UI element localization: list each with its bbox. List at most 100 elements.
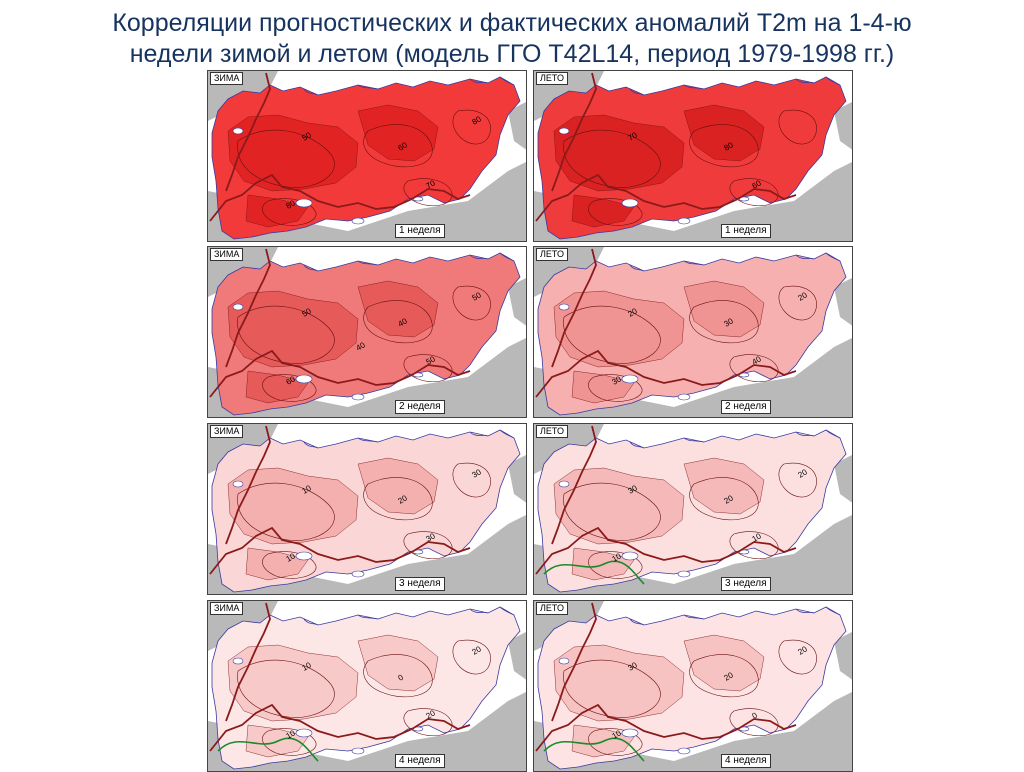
zero-isoline bbox=[543, 560, 645, 585]
coastline bbox=[469, 78, 489, 84]
coastline bbox=[825, 76, 841, 86]
map-panel: 30 20 0 10 20 ЛЕТО 4 неделя bbox=[533, 600, 853, 772]
map-panel: 30 20 10 10 20 ЛЕТО 3 неделя bbox=[533, 423, 853, 595]
state-border bbox=[535, 703, 797, 752]
lake bbox=[558, 657, 570, 665]
zero-isoline bbox=[543, 737, 645, 762]
isoline bbox=[452, 462, 491, 498]
lake bbox=[232, 127, 244, 135]
isoline-label: 0 bbox=[397, 672, 406, 682]
lake bbox=[295, 374, 313, 384]
map-panel: 50 40 50 60 50 40 ЗИМА 2 неделя bbox=[207, 246, 527, 418]
neighbor-land bbox=[508, 455, 526, 503]
neighbor-land bbox=[834, 278, 852, 326]
isoline bbox=[563, 305, 661, 364]
lake bbox=[621, 728, 639, 738]
lake bbox=[621, 374, 639, 384]
lake bbox=[558, 303, 570, 311]
state-border bbox=[535, 526, 797, 575]
map-panel: 70 80 60 ЛЕТО 1 неделя bbox=[533, 70, 853, 242]
high-correlation-zone bbox=[553, 644, 685, 722]
isoline bbox=[729, 531, 779, 559]
isoline bbox=[563, 659, 661, 718]
lake bbox=[351, 217, 365, 225]
coastline bbox=[683, 614, 705, 620]
isoline-label: 0 bbox=[751, 710, 760, 720]
season-label: ЛЕТО bbox=[536, 72, 569, 85]
map-panel: 10 20 30 10 30 ЗИМА 3 неделя bbox=[207, 423, 527, 595]
high-correlation-zone bbox=[683, 457, 765, 515]
state-border bbox=[551, 72, 597, 192]
lake bbox=[677, 393, 691, 401]
coastline bbox=[499, 76, 515, 86]
season-label: ЛЕТО bbox=[536, 248, 569, 261]
coastline bbox=[629, 88, 645, 96]
state-border bbox=[535, 349, 797, 398]
high-correlation-zone bbox=[357, 457, 439, 515]
lake bbox=[621, 198, 639, 208]
isoline bbox=[778, 639, 817, 675]
isoline bbox=[452, 639, 491, 675]
high-correlation-zone bbox=[227, 644, 359, 722]
neighbor-land bbox=[834, 455, 852, 503]
coastline bbox=[795, 254, 815, 260]
lake bbox=[232, 480, 244, 488]
isoline bbox=[403, 531, 453, 559]
isoline bbox=[237, 305, 335, 364]
isoline bbox=[403, 354, 453, 382]
isoline bbox=[363, 654, 433, 698]
isoline bbox=[689, 477, 759, 521]
neighbor-land bbox=[508, 278, 526, 326]
state-border bbox=[225, 602, 271, 722]
slide-title: Корреляции прогностических и фактических… bbox=[0, 8, 1024, 70]
week-label: 2 неделя bbox=[395, 400, 445, 414]
title-line-2: недели зимой и летом (модель ГГО T42L14,… bbox=[129, 40, 895, 68]
week-label: 3 неделя bbox=[721, 577, 771, 591]
state-border bbox=[225, 248, 271, 368]
coastline bbox=[795, 608, 815, 614]
map-panel: 20 30 40 30 20 ЛЕТО 2 неделя bbox=[533, 246, 853, 418]
isoline bbox=[689, 124, 759, 168]
coastline bbox=[303, 88, 319, 96]
isoline bbox=[452, 285, 491, 321]
season-label: ЗИМА bbox=[210, 602, 244, 615]
state-border bbox=[209, 173, 471, 222]
zero-isoline bbox=[217, 737, 319, 762]
coastline bbox=[357, 260, 379, 266]
high-correlation-zone bbox=[227, 290, 359, 368]
isoline bbox=[563, 482, 661, 541]
lake bbox=[295, 198, 313, 208]
isoline bbox=[689, 300, 759, 344]
high-correlation-zone bbox=[227, 114, 359, 192]
title-line-1: Корреляции прогностических и фактических… bbox=[112, 9, 912, 37]
isoline bbox=[689, 654, 759, 698]
coastline bbox=[683, 84, 705, 90]
high-correlation-zone bbox=[683, 634, 765, 692]
state-border bbox=[209, 526, 471, 575]
map-panel: 50 60 70 80 80 ЗИМА 1 неделя bbox=[207, 70, 527, 242]
high-correlation-zone bbox=[553, 114, 685, 192]
high-correlation-zone bbox=[683, 280, 765, 338]
lake bbox=[677, 217, 691, 225]
season-label: ЛЕТО bbox=[536, 602, 569, 615]
isoline bbox=[403, 178, 453, 206]
state-border bbox=[551, 425, 597, 545]
high-correlation-zone bbox=[357, 280, 439, 338]
state-border bbox=[209, 703, 471, 752]
week-label: 2 неделя bbox=[721, 400, 771, 414]
state-border bbox=[225, 72, 271, 192]
lake bbox=[295, 728, 313, 738]
coastline bbox=[499, 429, 515, 439]
coastline bbox=[795, 78, 815, 84]
high-correlation-zone bbox=[357, 634, 439, 692]
coastline bbox=[683, 260, 705, 266]
season-label: ЗИМА bbox=[210, 72, 244, 85]
lake bbox=[621, 551, 639, 561]
coastline bbox=[469, 254, 489, 260]
